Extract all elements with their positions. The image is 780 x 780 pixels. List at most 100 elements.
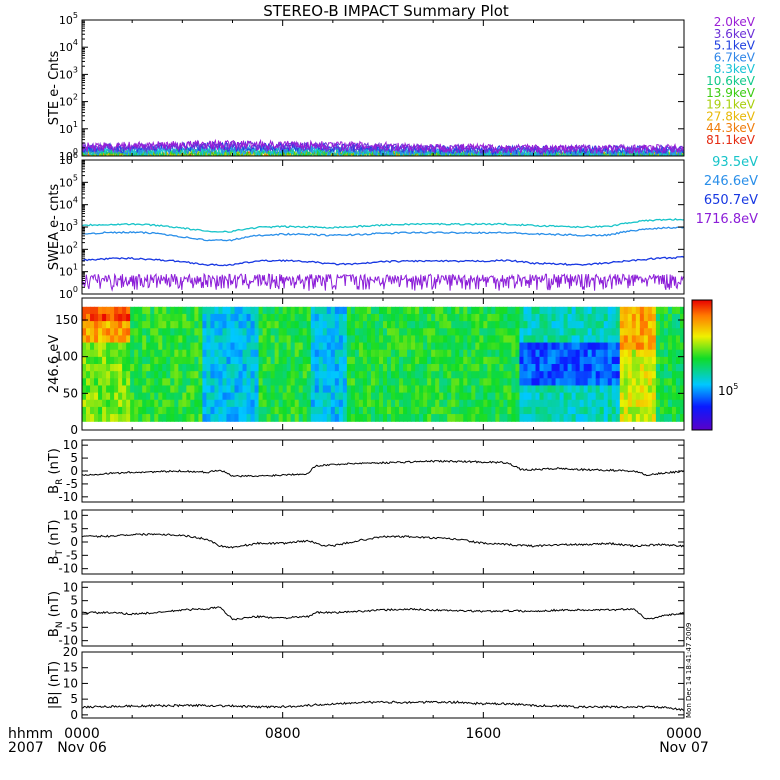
pad-cell <box>543 399 549 408</box>
pad-cell <box>178 371 183 379</box>
pad-cell <box>459 385 464 394</box>
pad-cell <box>531 399 537 408</box>
pad-cell <box>334 321 340 329</box>
pad-cell <box>395 385 400 394</box>
pad-cell <box>511 328 517 336</box>
pad-cell <box>358 406 364 415</box>
pad-cell <box>342 414 348 422</box>
pad-cell <box>631 349 637 358</box>
pad-cell <box>290 306 296 315</box>
pad-cell <box>447 371 452 379</box>
pad-cell <box>110 371 115 379</box>
pad-cell <box>551 378 557 387</box>
pad-cell <box>503 313 509 322</box>
swea-ytick-label: 100 <box>59 285 78 301</box>
pad-cell <box>378 385 384 394</box>
pad-cell <box>90 306 95 315</box>
pad-cell <box>475 364 480 372</box>
pad-cell <box>214 321 220 329</box>
pad-cell <box>254 385 260 394</box>
pad-cell <box>659 364 665 372</box>
pad-cell <box>350 321 356 329</box>
pad-cell <box>435 335 440 344</box>
pad-cell <box>230 371 236 379</box>
pad-cell <box>314 349 320 358</box>
pad-cell <box>114 313 119 322</box>
pad-cell <box>350 364 356 372</box>
pad-cell <box>294 385 300 394</box>
pad-cell <box>354 378 360 387</box>
pad-cell <box>174 313 179 322</box>
pad-cell <box>110 414 115 422</box>
pad-cell <box>675 356 681 365</box>
pad-cell <box>583 364 589 372</box>
pad-cell <box>194 414 199 422</box>
pad-cell <box>318 342 324 351</box>
pad-cell <box>242 328 248 336</box>
pad-cell <box>354 414 360 422</box>
pad-cell <box>571 371 577 379</box>
pad-cell <box>571 342 577 351</box>
pad-cell <box>106 385 111 394</box>
pad-cell <box>326 306 332 315</box>
pad-cell <box>671 414 677 422</box>
pad-cell <box>619 364 625 372</box>
pad-cell <box>519 328 525 336</box>
pad-cell <box>186 321 191 329</box>
pad-cell <box>647 364 653 372</box>
bt-series-line <box>81 532 685 549</box>
pad-cell <box>218 399 224 408</box>
pad-cell <box>639 313 645 322</box>
pad-cell <box>647 356 653 365</box>
pad-cell <box>483 356 488 365</box>
pad-cell <box>387 385 392 394</box>
pad-cell <box>150 356 155 365</box>
pad-cell <box>182 328 187 336</box>
pad-cell <box>587 406 593 415</box>
pad-cell <box>607 364 613 372</box>
pad-cell <box>383 371 388 379</box>
pad-cell <box>126 313 131 322</box>
pad-cell <box>615 392 621 401</box>
pad-cell <box>214 392 220 401</box>
pad-cell <box>523 364 529 372</box>
pad-cell <box>226 406 232 415</box>
pad-cell <box>210 356 216 365</box>
pad-cell <box>423 349 428 358</box>
pad-cell <box>391 378 396 387</box>
pad-cell <box>290 335 296 344</box>
pad-cell <box>110 328 115 336</box>
pad-cell <box>150 378 155 387</box>
pad-cell <box>391 356 396 365</box>
pad-cell <box>447 342 452 351</box>
pad-cell <box>395 313 400 322</box>
pad-cell <box>655 414 661 422</box>
pad-cell <box>322 356 328 365</box>
pad-cell <box>463 392 468 401</box>
pad-cell <box>338 414 344 422</box>
pad-cell <box>202 313 208 322</box>
pad-cell <box>154 414 159 422</box>
pad-cell <box>230 349 236 358</box>
pad-cell <box>583 406 589 415</box>
pad-cell <box>378 328 384 336</box>
bt-ytick-label: -10 <box>58 562 78 576</box>
pad-cell <box>190 342 195 351</box>
pad-cell <box>679 313 684 322</box>
pad-cell <box>647 399 653 408</box>
pad-cell <box>407 414 412 422</box>
pad-cell <box>503 414 509 422</box>
pad-cell <box>198 335 203 344</box>
pad-cell <box>178 328 183 336</box>
pad-cell <box>214 335 220 344</box>
pad-cell <box>206 328 212 336</box>
pad-cell <box>98 392 103 401</box>
pad-cell <box>559 306 565 315</box>
pad-cell <box>262 306 268 315</box>
pad-cell <box>487 385 492 394</box>
pad-cell <box>615 399 621 408</box>
pad-cell <box>515 414 521 422</box>
pad-cell <box>391 313 396 322</box>
pad-cell <box>162 335 167 344</box>
pad-cell <box>635 378 641 387</box>
